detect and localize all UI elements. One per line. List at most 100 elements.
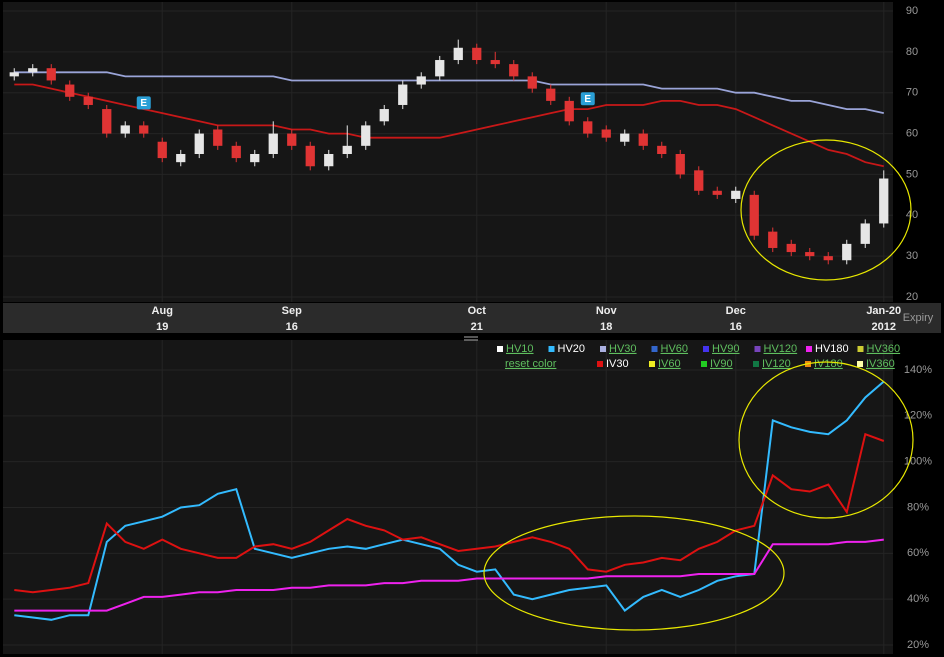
legend-label[interactable]: IV180: [814, 358, 843, 370]
x-tick-sublabel: 16: [730, 321, 742, 333]
legend-label: HV180: [815, 343, 849, 355]
candle-body: [879, 178, 889, 224]
candle-body: [546, 88, 556, 101]
earnings-label[interactable]: E: [140, 98, 147, 109]
candle-body: [157, 141, 167, 159]
candle-body: [28, 68, 38, 73]
legend-label: IV30: [606, 358, 629, 370]
highlight-ellipse: [483, 515, 785, 631]
candle-body: [379, 109, 389, 122]
candle-body: [176, 154, 186, 163]
candle-body: [250, 154, 260, 163]
candle-body: [527, 76, 537, 89]
candle-body: [231, 145, 241, 159]
legend-label[interactable]: IV90: [710, 358, 733, 370]
legend-label[interactable]: IV120: [762, 358, 791, 370]
candle-body: [287, 133, 297, 146]
legend-swatch: [548, 346, 555, 352]
legend-swatch: [597, 361, 603, 367]
x-tick-sublabel: 16: [286, 321, 298, 333]
legend-label: HV20: [558, 343, 586, 355]
x-axis-note: Expiry: [903, 312, 934, 324]
candle-body: [416, 76, 426, 85]
candle-body: [620, 133, 630, 142]
legend-link[interactable]: reset color: [505, 358, 557, 370]
candle-body: [749, 194, 759, 236]
candle-body: [823, 256, 833, 261]
candle-body: [601, 129, 611, 138]
legend-swatch[interactable]: [701, 361, 707, 367]
candle-body: [194, 133, 204, 154]
legend-label[interactable]: HV30: [609, 343, 637, 355]
x-tick-sublabel: 18: [600, 321, 612, 333]
legend-swatch[interactable]: [857, 346, 864, 352]
candle-body: [361, 125, 371, 146]
price-panel: [3, 2, 893, 302]
legend-swatch[interactable]: [600, 346, 606, 352]
candle-body: [268, 133, 278, 154]
x-tick-label: Nov: [596, 305, 618, 317]
legend-label[interactable]: HV360: [867, 343, 901, 355]
y-tick-label: 20%: [907, 639, 929, 651]
x-tick-label: Dec: [726, 305, 746, 317]
y-tick-label: 30: [906, 250, 918, 262]
candle-body: [9, 72, 19, 77]
legend-swatch[interactable]: [753, 361, 759, 367]
candle-body: [472, 47, 482, 61]
candle-body: [453, 47, 463, 61]
legend-swatch: [806, 346, 812, 352]
y-tick-label: 90: [906, 5, 918, 17]
x-tick-label: Sep: [282, 305, 302, 317]
legend-swatch[interactable]: [649, 361, 655, 367]
candle-body: [139, 125, 149, 134]
legend-label[interactable]: IV360: [866, 358, 895, 370]
candle-body: [860, 223, 870, 244]
series-line: [14, 432, 885, 594]
legend-label[interactable]: HV60: [661, 343, 689, 355]
x-tick-label: Jan-20: [866, 305, 901, 317]
y-tick-label: 120%: [904, 410, 932, 422]
y-tick-label: 40%: [907, 593, 929, 605]
y-tick-label: 50: [906, 168, 918, 180]
y-tick-label: 140%: [904, 364, 932, 376]
legend-label[interactable]: HV120: [764, 343, 798, 355]
legend-label[interactable]: HV10: [506, 343, 534, 355]
y-tick-label: 70: [906, 87, 918, 99]
legend-swatch[interactable]: [651, 346, 658, 352]
legend-label[interactable]: HV90: [712, 343, 740, 355]
candle-body: [842, 243, 852, 261]
legend-swatch[interactable]: [857, 361, 863, 367]
candle-body: [712, 190, 722, 195]
candle-body: [805, 252, 815, 257]
candle-body: [398, 84, 408, 105]
legend-label[interactable]: IV60: [658, 358, 681, 370]
splitter-handle[interactable]: [464, 336, 478, 341]
candle-body: [102, 109, 112, 134]
candle-body: [675, 154, 685, 175]
candle-body: [324, 154, 334, 167]
x-tick-sublabel: 2012: [872, 321, 896, 333]
moving-average: [14, 83, 884, 168]
candle-body: [509, 64, 519, 77]
candle-body: [490, 60, 500, 65]
legend-swatch[interactable]: [754, 346, 761, 352]
earnings-label[interactable]: E: [584, 94, 591, 105]
legend-swatch[interactable]: [497, 346, 503, 352]
candle-body: [435, 60, 445, 77]
candle-body: [564, 100, 574, 122]
earnings-badge[interactable]: [136, 96, 151, 110]
series-line: [14, 538, 884, 612]
vol-panel: [3, 340, 893, 654]
y-tick-label: 40: [906, 209, 918, 221]
candle-body: [731, 190, 741, 199]
candle-body: [694, 170, 704, 191]
earnings-badge[interactable]: [580, 92, 595, 106]
y-tick-label: 60: [906, 127, 918, 139]
y-tick-label: 60%: [907, 547, 929, 559]
moving-average: [14, 71, 884, 114]
legend-swatch[interactable]: [703, 346, 709, 352]
candle-body: [65, 84, 75, 97]
series-line: [14, 380, 885, 621]
x-tick-sublabel: 19: [156, 321, 168, 333]
